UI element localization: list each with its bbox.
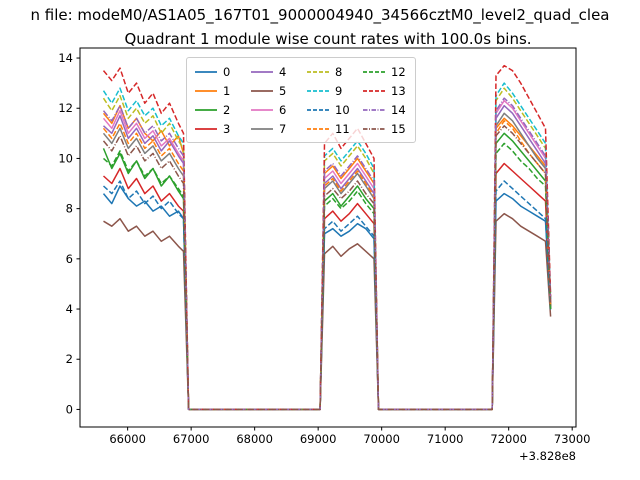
y-tick-label: 8 <box>66 202 73 216</box>
legend-label: 1 <box>223 83 231 98</box>
figure-suptitle: n file: modeM0/AS1A05_167T01_9000004940_… <box>30 6 610 24</box>
series-line-8 <box>102 87 552 411</box>
legend-label: 2 <box>223 102 231 117</box>
legend-label: 15 <box>391 121 406 136</box>
legend-item-3: 3 <box>195 120 239 137</box>
x-tick-label: 68000 <box>236 432 273 446</box>
legend-label: 8 <box>335 64 343 79</box>
legend-item-2: 2 <box>195 101 239 118</box>
x-tick-label: 71000 <box>427 432 464 446</box>
legend-label: 9 <box>335 83 343 98</box>
series-line-2 <box>102 132 552 411</box>
x-tick-label: 70000 <box>363 432 400 446</box>
legend-item-8: 8 <box>307 63 351 80</box>
series-line-10 <box>102 180 552 411</box>
legend-item-6: 6 <box>251 101 295 118</box>
legend-item-13: 13 <box>363 82 407 99</box>
legend-item-10: 10 <box>307 101 351 118</box>
x-tick-label: 69000 <box>300 432 337 446</box>
legend-item-1: 1 <box>195 82 239 99</box>
series-line-6 <box>102 99 552 411</box>
chart-title: Quadrant 1 module wise count rates with … <box>124 30 532 48</box>
legend-line-sample <box>251 127 273 130</box>
legend-line-sample <box>195 89 217 92</box>
legend-item-4: 4 <box>251 63 295 80</box>
legend-item-11: 11 <box>307 120 351 137</box>
x-tick-label: 73000 <box>554 432 591 446</box>
series-line-9 <box>102 82 552 411</box>
legend-line-sample <box>307 89 329 92</box>
y-tick-label: 12 <box>58 101 73 115</box>
legend-item-5: 5 <box>251 82 295 99</box>
x-tick-label: 66000 <box>109 432 146 446</box>
series-line-3 <box>102 162 552 411</box>
legend-item-0: 0 <box>195 63 239 80</box>
series-line-12 <box>102 142 552 411</box>
series-line-5 <box>103 212 552 411</box>
legend-line-sample <box>195 70 217 73</box>
x-tick-label: 72000 <box>490 432 527 446</box>
axes-frame <box>79 47 577 428</box>
legend-label: 4 <box>279 64 287 79</box>
legend-item-12: 12 <box>363 63 407 80</box>
legend-label: 6 <box>279 102 287 117</box>
series-line-15 <box>102 125 552 411</box>
legend-line-sample <box>195 127 217 130</box>
series-line-11 <box>102 120 552 411</box>
series-line-7 <box>102 112 552 411</box>
legend: 0 1 2 3 4 5 6 7 8 9 10 11 12 13 14 15 <box>186 57 416 143</box>
legend-line-sample <box>307 108 329 111</box>
legend-item-15: 15 <box>363 120 407 137</box>
series-line-14 <box>102 97 552 411</box>
legend-label: 7 <box>279 121 287 136</box>
legend-label: 12 <box>391 64 406 79</box>
legend-item-9: 9 <box>307 82 351 99</box>
legend-label: 10 <box>335 102 350 117</box>
legend-item-7: 7 <box>251 120 295 137</box>
legend-line-sample <box>251 70 273 73</box>
y-tick-label: 14 <box>58 51 73 65</box>
series-line-4 <box>102 104 552 411</box>
y-tick-label: 6 <box>66 252 73 266</box>
legend-line-sample <box>363 108 385 111</box>
legend-line-sample <box>307 70 329 73</box>
legend-line-sample <box>251 89 273 92</box>
legend-line-sample <box>363 89 385 92</box>
series-line-0 <box>102 185 552 411</box>
legend-label: 0 <box>223 64 231 79</box>
x-tick-label: 67000 <box>173 432 210 446</box>
x-offset-label: +3.828e8 <box>519 449 576 463</box>
legend-label: 11 <box>335 121 350 136</box>
legend-line-sample <box>307 127 329 130</box>
legend-label: 5 <box>279 83 287 98</box>
legend-item-14: 14 <box>363 101 407 118</box>
legend-label: 14 <box>391 102 406 117</box>
y-tick-label: 4 <box>66 302 73 316</box>
legend-label: 13 <box>391 83 406 98</box>
legend-line-sample <box>363 127 385 130</box>
series-line-1 <box>102 104 552 411</box>
y-tick-label: 2 <box>66 352 73 366</box>
legend-line-sample <box>195 108 217 111</box>
y-tick-label: 10 <box>58 151 73 165</box>
y-tick-label: 0 <box>66 402 73 416</box>
legend-label: 3 <box>223 121 231 136</box>
legend-line-sample <box>363 70 385 73</box>
legend-line-sample <box>251 108 273 111</box>
